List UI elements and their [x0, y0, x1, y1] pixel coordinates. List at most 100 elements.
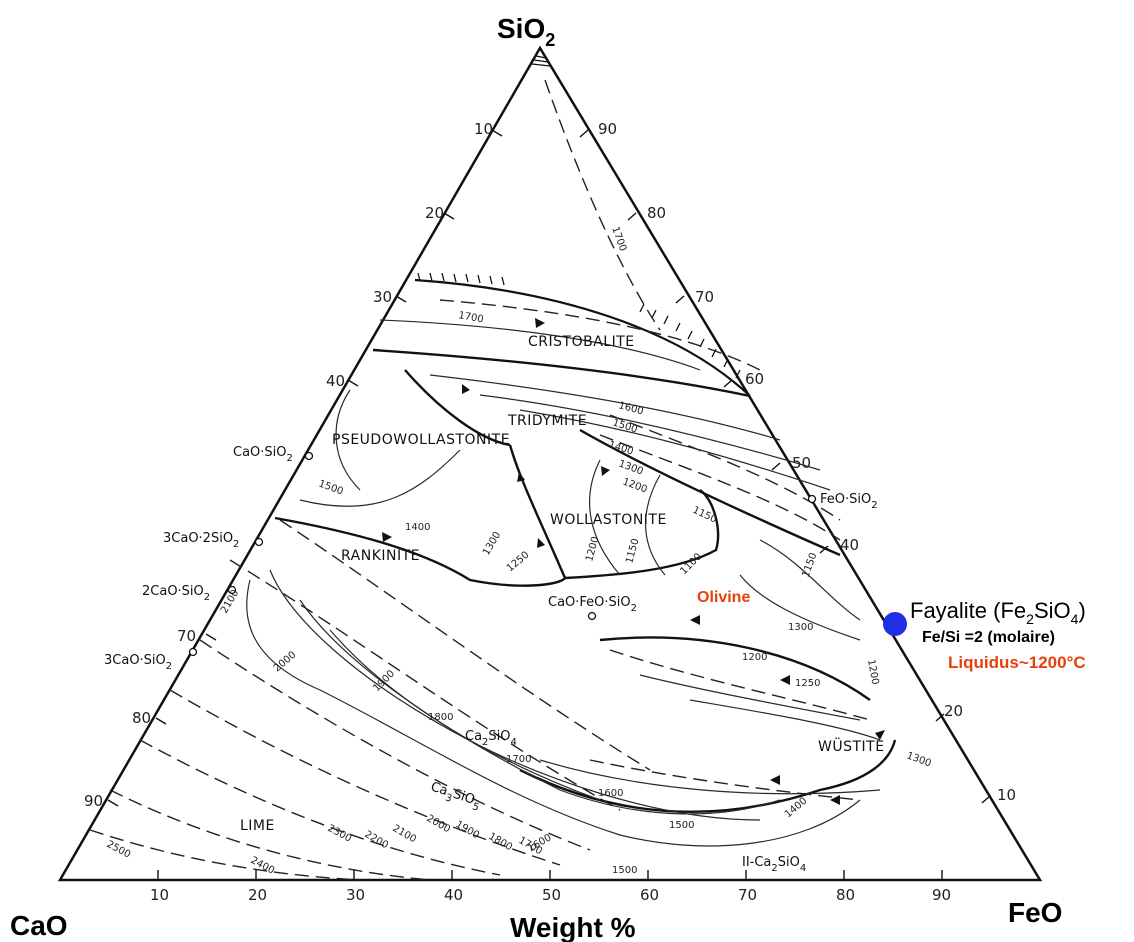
right-tick-90: 90 [598, 120, 617, 138]
iso-label: 2000 [425, 813, 453, 835]
bottom-tick-20: 20 [248, 886, 267, 904]
iso-label: 1800 [487, 831, 515, 853]
iso-label: 1500 [317, 478, 345, 497]
phase-field-labels: CRISTOBALITE TRIDYMITE PSEUDOWOLLASTONIT… [240, 334, 885, 834]
bottom-tick-10: 10 [150, 886, 169, 904]
iso-label: 1200 [584, 535, 601, 562]
iso-label: 1800 [428, 712, 453, 723]
compound-labels: CaO·SiO2 3CaO·2SiO2 2CaO·SiO2 3CaO·SiO2 … [104, 445, 878, 874]
right-tick-60: 60 [745, 370, 764, 388]
label-cao-feo-sio2: CaO·FeO·SiO2 [548, 595, 637, 614]
phase-boundaries [274, 348, 897, 813]
right-tick-10: 10 [997, 786, 1016, 804]
right-tick-70: 70 [695, 288, 714, 306]
left-tick-20: 20 [425, 204, 444, 222]
bottom-tick-90: 90 [932, 886, 951, 904]
iso-label: 1500 [612, 865, 637, 876]
right-tick-50: 50 [792, 454, 811, 472]
iso-label: 1600 [598, 788, 623, 799]
iso-label: 1250 [505, 550, 532, 575]
iso-label: 1200 [865, 659, 880, 686]
label-2cao-sio2: 2CaO·SiO2 [142, 584, 210, 603]
iso-label: 1300 [788, 622, 813, 633]
label-ca3sio5-field: Ca3SiO5 [428, 780, 483, 814]
iso-label: 2100 [219, 588, 241, 616]
field-wollastonite: WOLLASTONITE [550, 512, 667, 528]
left-tick-30: 30 [373, 288, 392, 306]
field-wustite: WÜSTITE [818, 737, 885, 755]
field-pseudowollastonite: PSEUDOWOLLASTONITE [332, 432, 510, 448]
bottom-tick-70: 70 [738, 886, 757, 904]
field-rankinite: RANKINITE [341, 548, 420, 564]
apex-hatch [531, 55, 551, 67]
iso-label: 1600 [617, 400, 644, 417]
right-edge-tick-labels: 90 80 70 60 50 40 20 10 [598, 120, 1016, 804]
bottom-edge-tick-labels: 10 20 30 40 50 60 70 80 90 [150, 886, 951, 904]
cristobalite-boundary [414, 278, 751, 397]
label-3cao-sio2: 3CaO·SiO2 [104, 653, 172, 672]
compound-points [188, 451, 817, 657]
iso-label: 1700 [609, 225, 628, 253]
fe-si-ratio-label: Fe/Si =2 (molaire) [922, 629, 1055, 646]
left-tick-80: 80 [132, 709, 151, 727]
boundary-arrows [382, 318, 885, 805]
iso-label: 1150 [800, 551, 819, 579]
bottom-tick-80: 80 [836, 886, 855, 904]
left-tick-90: 90 [84, 792, 103, 810]
iso-label: 1100 [678, 551, 704, 577]
iso-label: 1250 [795, 678, 820, 689]
iso-label: 1300 [481, 530, 503, 558]
vertex-sio2: SiO2 [497, 13, 555, 50]
right-tick-80: 80 [647, 204, 666, 222]
iso-label: 1400 [607, 439, 635, 457]
liquidus-label: Liquidus~1200°C [948, 653, 1086, 672]
iso-label: 1700 [457, 310, 484, 325]
dashed-isotherms [89, 79, 871, 881]
vertex-feo: FeO [1008, 897, 1062, 928]
iso-label: 2400 [249, 855, 277, 877]
bottom-tick-60: 60 [640, 886, 659, 904]
left-tick-40: 40 [326, 372, 345, 390]
field-cristobalite: CRISTOBALITE [528, 334, 635, 350]
bottom-tick-30: 30 [346, 886, 365, 904]
iso-label: 1200 [621, 476, 649, 495]
iso-label: 1200 [742, 652, 767, 663]
vertex-cao: CaO [10, 910, 68, 941]
iso-label: 2100 [391, 823, 419, 845]
iso-label: 2500 [105, 839, 133, 861]
iso-label: 1150 [691, 505, 719, 526]
bottom-tick-50: 50 [542, 886, 561, 904]
iso-label: 1500 [669, 820, 694, 831]
left-edge-tick-labels: 10 20 30 40 70 80 90 [84, 120, 493, 810]
field-tridymite: TRIDYMITE [507, 413, 587, 429]
left-tick-10: 10 [474, 120, 493, 138]
olivine-label: Olivine [697, 589, 750, 606]
fayalite-marker [883, 612, 907, 636]
label-ii-ca2sio4: II-Ca2SiO4 [742, 855, 806, 874]
label-ca2sio4-field: Ca2SiO4 [465, 729, 517, 748]
iso-label: 1900 [454, 819, 482, 841]
cristobalite-hatch [417, 272, 741, 379]
iso-label: 1150 [624, 537, 641, 564]
iso-label: 1400 [405, 522, 430, 533]
field-lime: LIME [240, 818, 275, 834]
left-tick-70: 70 [177, 627, 196, 645]
iso-label: 1700 [506, 754, 531, 765]
iso-label: 2200 [363, 829, 391, 851]
label-feo-sio2: FeO·SiO2 [820, 492, 878, 511]
axis-label-weight: Weight % [510, 912, 636, 942]
edge-ticks [107, 129, 991, 880]
right-tick-20: 20 [944, 702, 963, 720]
isotherm-lines [246, 319, 881, 847]
iso-label: 1300 [905, 750, 933, 769]
right-tick-40: 40 [840, 536, 859, 554]
fayalite-label: Fayalite (Fe2SiO4) [910, 598, 1086, 627]
iso-label: 1500 [611, 417, 639, 435]
ternary-triangle [57, 45, 1043, 882]
isotherm-labels: 1700 1700 1600 1500 1400 1300 1200 1150 … [105, 225, 933, 876]
label-3cao-2sio2: 3CaO·2SiO2 [163, 531, 239, 550]
label-cao-sio2: CaO·SiO2 [233, 445, 293, 464]
iso-label: 2300 [326, 823, 354, 845]
bottom-tick-40: 40 [444, 886, 463, 904]
